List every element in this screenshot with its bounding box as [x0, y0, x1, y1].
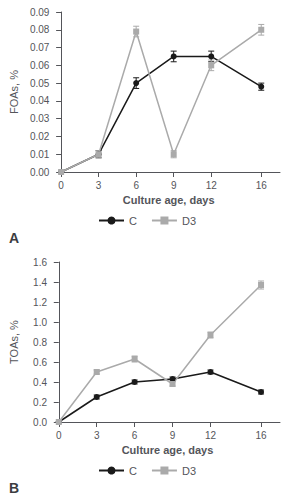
svg-text:16: 16	[256, 180, 268, 191]
svg-text:1.2: 1.2	[33, 297, 47, 308]
svg-text:0: 0	[56, 430, 62, 441]
svg-text:TOAs, %: TOAs, %	[8, 320, 20, 364]
svg-text:1.6: 1.6	[33, 257, 47, 268]
svg-text:3: 3	[94, 430, 100, 441]
svg-text:B: B	[9, 480, 19, 496]
svg-text:9: 9	[170, 430, 176, 441]
svg-text:6: 6	[132, 430, 138, 441]
svg-text:0.2: 0.2	[33, 397, 47, 408]
svg-text:0.08: 0.08	[30, 24, 50, 35]
svg-text:C: C	[129, 215, 137, 227]
svg-text:FOAs, %: FOAs, %	[8, 70, 20, 114]
svg-text:0.09: 0.09	[30, 7, 50, 18]
svg-text:6: 6	[133, 180, 139, 191]
svg-text:0.6: 0.6	[33, 357, 47, 368]
svg-text:0.05: 0.05	[30, 78, 50, 89]
svg-text:0: 0	[58, 180, 64, 191]
svg-text:0.01: 0.01	[30, 149, 50, 160]
svg-text:0.4: 0.4	[33, 377, 47, 388]
svg-text:0.04: 0.04	[30, 95, 50, 106]
svg-text:D3: D3	[182, 215, 196, 227]
svg-text:1.4: 1.4	[33, 277, 47, 288]
svg-text:0.07: 0.07	[30, 42, 50, 53]
svg-text:3: 3	[96, 180, 102, 191]
svg-text:0.8: 0.8	[33, 337, 47, 348]
svg-text:Culture age, days: Culture age, days	[122, 444, 214, 456]
svg-text:12: 12	[206, 180, 218, 191]
svg-text:0.02: 0.02	[30, 131, 50, 142]
svg-text:0.0: 0.0	[33, 417, 47, 428]
svg-text:12: 12	[205, 430, 217, 441]
svg-text:1.0: 1.0	[33, 317, 47, 328]
svg-text:9: 9	[171, 180, 177, 191]
svg-text:0.00: 0.00	[30, 167, 50, 178]
svg-text:C: C	[129, 465, 137, 477]
svg-text:16: 16	[255, 430, 267, 441]
svg-text:Culture age, days: Culture age, days	[123, 194, 215, 206]
svg-text:D3: D3	[182, 465, 196, 477]
svg-text:0.03: 0.03	[30, 113, 50, 124]
svg-text:A: A	[9, 230, 19, 246]
svg-text:0.06: 0.06	[30, 60, 50, 71]
